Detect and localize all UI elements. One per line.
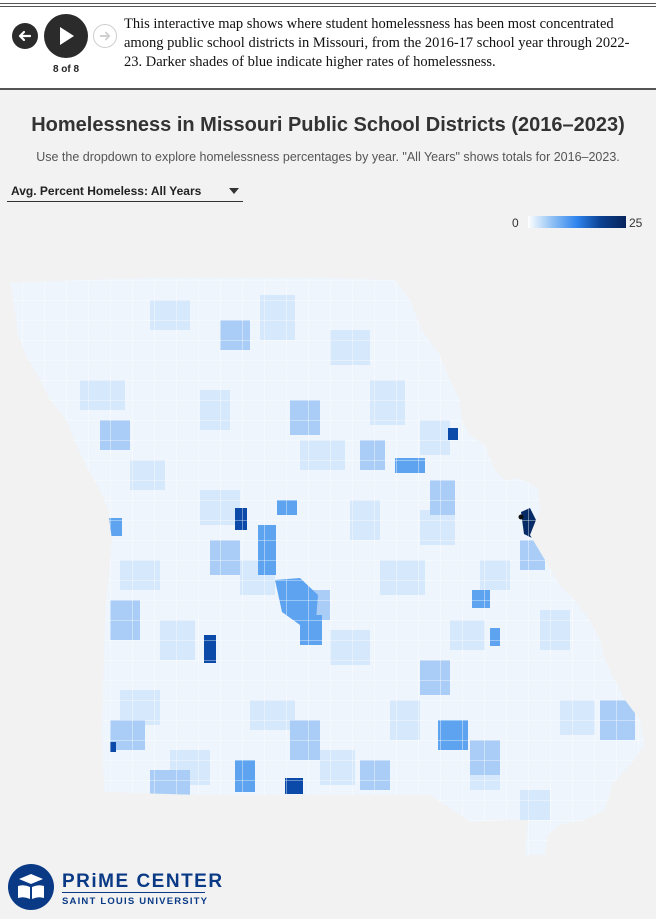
logo-subtitle: SAINT LOUIS UNIVERSITY: [62, 896, 209, 907]
legend-min-label: 0: [512, 216, 519, 230]
story-navigation-bar: 8 of 8 This interactive map shows where …: [0, 0, 656, 90]
logo-title: PRiME CENTER: [62, 871, 224, 892]
st-louis-marker: [518, 514, 524, 520]
year-dropdown[interactable]: Avg. Percent Homeless: All Years: [7, 181, 243, 202]
slide-counter: 8 of 8: [52, 64, 80, 75]
play-icon: [60, 27, 74, 45]
arrow-right-icon: [99, 31, 111, 41]
color-legend-bar: [528, 216, 626, 228]
intro-text: This interactive map shows where student…: [124, 16, 630, 70]
top-rule: [0, 6, 656, 7]
map-title: Homelessness in Missouri Public School D…: [31, 114, 625, 136]
top-rule: [0, 3, 656, 4]
next-button[interactable]: [93, 24, 117, 48]
previous-button[interactable]: [12, 23, 38, 49]
map-subtitle: Use the dropdown to explore homelessness…: [36, 150, 620, 164]
missouri-district-map[interactable]: [0, 270, 656, 860]
legend-max-label: 25: [629, 216, 643, 230]
play-button[interactable]: [44, 14, 88, 58]
district-shapes[interactable]: [0, 270, 656, 860]
arrow-left-icon: [18, 30, 32, 42]
chevron-down-icon: [229, 188, 239, 194]
logo-divider: [62, 892, 205, 893]
open-book-icon: [18, 874, 44, 899]
prime-center-logo: [8, 864, 54, 910]
dropdown-selected-value: Avg. Percent Homeless: All Years: [11, 184, 202, 198]
